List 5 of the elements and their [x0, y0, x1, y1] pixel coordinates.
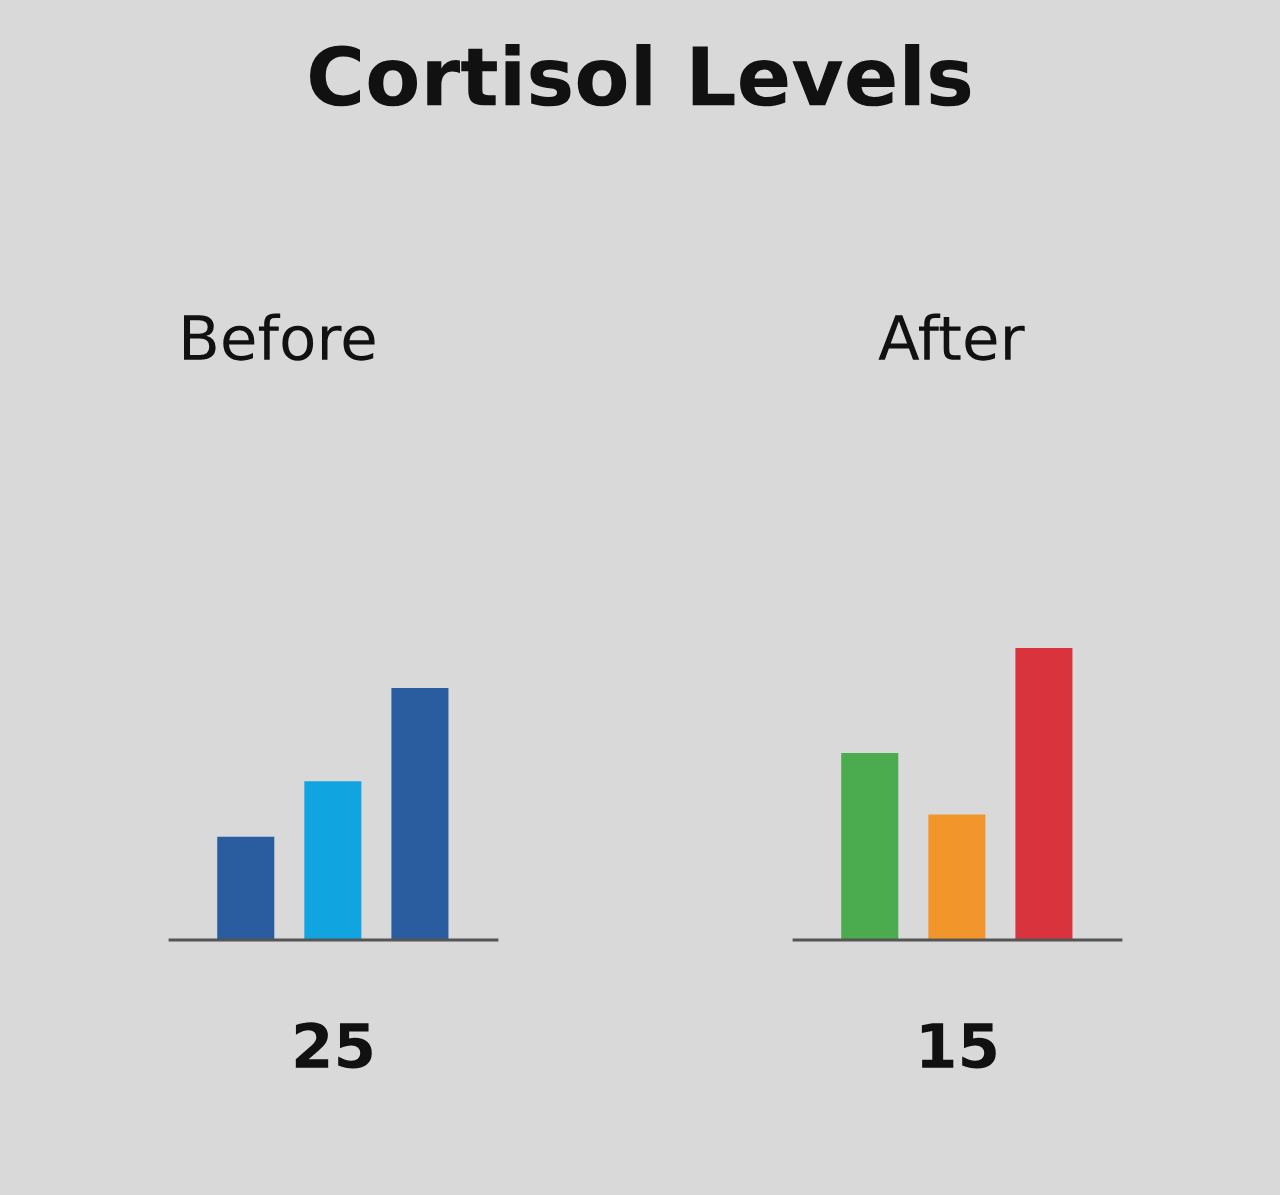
- chart-subtitle: After: [878, 313, 1025, 361]
- x-axis-title: 15: [921, 1023, 996, 1069]
- chart-title: Cortisol Levels: [310, 44, 971, 107]
- x-axis-title: 25: [295, 1022, 372, 1069]
- chart-subtitle: Before: [184, 313, 375, 361]
